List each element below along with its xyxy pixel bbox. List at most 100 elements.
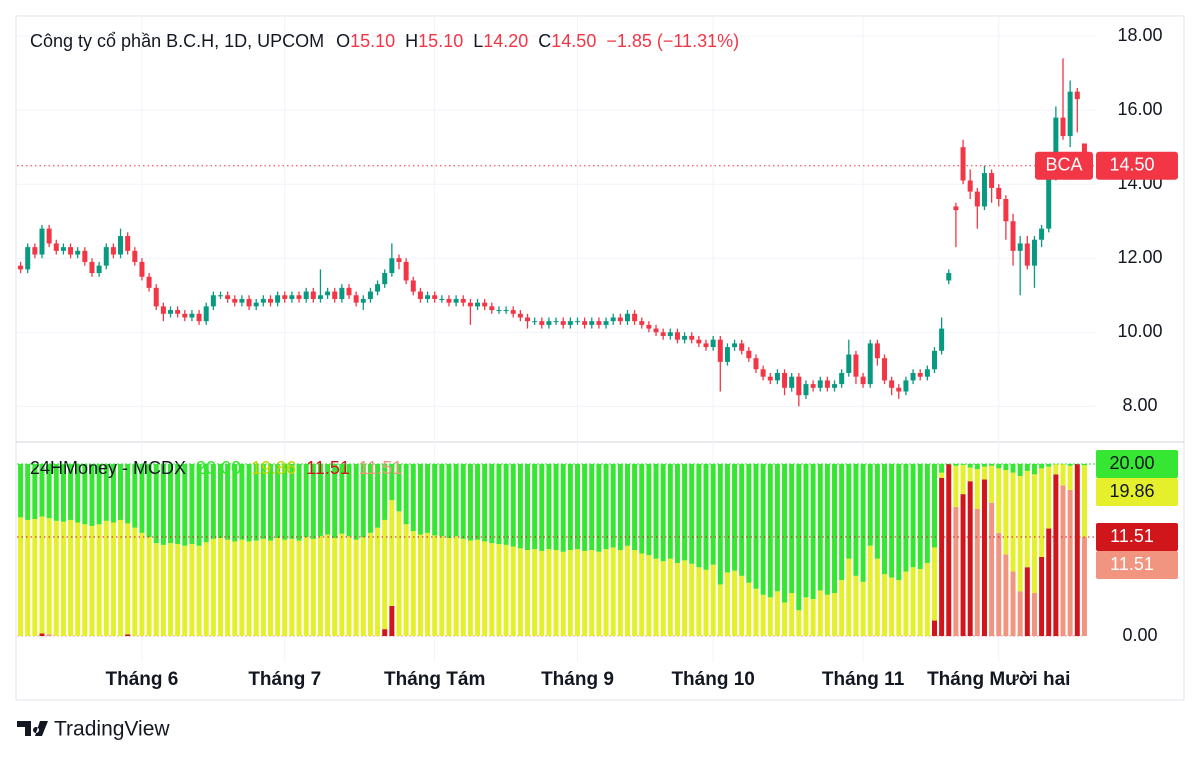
mcdx-bar: [1024, 567, 1030, 637]
mcdx-bar: [1067, 464, 1073, 466]
mcdx-bar: [1010, 464, 1016, 473]
candle-body: [732, 343, 738, 348]
mcdx-bar: [803, 464, 809, 598]
mcdx-bar: [624, 545, 630, 637]
candle-body: [267, 298, 273, 303]
mcdx-bar: [660, 464, 666, 562]
candle-body: [417, 291, 423, 299]
candle-body: [460, 298, 466, 303]
mcdx-bar: [874, 558, 880, 637]
candle-body: [853, 354, 859, 377]
mcdx-bar: [482, 464, 488, 542]
candle-body: [168, 310, 174, 314]
mcdx-bar: [917, 568, 923, 637]
candle-body: [446, 298, 452, 303]
mcdx-bar: [39, 464, 45, 517]
candle-body: [125, 236, 131, 251]
candle-body: [589, 321, 595, 325]
mcdx-bar: [453, 464, 459, 537]
mcdx-bar: [824, 464, 830, 595]
candle-body: [646, 324, 652, 329]
mcdx-bar: [18, 517, 24, 637]
candle-body: [139, 261, 145, 277]
indicator-value: 19.86: [251, 458, 296, 478]
candle-body: [889, 380, 895, 388]
candle-body: [239, 298, 245, 303]
candle-body: [896, 387, 902, 392]
candle-body: [132, 250, 138, 262]
mcdx-bar: [624, 464, 630, 546]
mcdx-bar: [96, 524, 102, 637]
candle-body: [175, 310, 181, 314]
mcdx-bar: [974, 469, 980, 509]
mcdx-bar: [931, 620, 937, 637]
mcdx-bar: [53, 464, 59, 521]
y-tick-label: 0.00: [1122, 625, 1157, 645]
mcdx-bar: [682, 464, 688, 561]
mcdx-bar: [475, 464, 481, 540]
mcdx-bar: [103, 464, 109, 521]
mcdx-bar: [39, 633, 45, 637]
value-tag: [1096, 551, 1178, 580]
x-tick-label: Tháng 11: [822, 669, 905, 690]
mcdx-bar: [924, 562, 930, 637]
candle-body: [517, 313, 523, 318]
mcdx-bar: [810, 599, 816, 637]
mcdx-bar: [810, 464, 816, 600]
mcdx-bar: [203, 542, 209, 637]
mcdx-bar: [610, 547, 616, 637]
mcdx-bar: [396, 464, 402, 512]
mcdx-bar: [974, 508, 980, 637]
mcdx-bar: [460, 538, 466, 637]
mcdx-bar: [960, 464, 966, 465]
mcdx-bar: [996, 532, 1002, 637]
mcdx-bar: [667, 558, 673, 637]
candle-body: [1017, 243, 1023, 251]
mcdx-bar: [332, 464, 338, 538]
candle-body: [989, 173, 995, 188]
candle-body: [246, 298, 252, 307]
candle-body: [767, 376, 773, 381]
mcdx-bar: [710, 564, 716, 637]
mcdx-bar: [789, 464, 795, 594]
mcdx-bar: [125, 634, 131, 637]
mcdx-bar: [1039, 556, 1045, 637]
mcdx-bar: [417, 464, 423, 535]
mcdx-bar: [1024, 470, 1030, 568]
mcdx-bar: [1046, 466, 1052, 529]
mcdx-bar: [582, 464, 588, 551]
mcdx-bar: [496, 544, 502, 637]
mcdx-bar: [260, 538, 266, 637]
mcdx-bar: [275, 537, 281, 637]
mcdx-bar: [1067, 489, 1073, 637]
candle-body: [682, 335, 688, 340]
candle-body: [946, 273, 952, 281]
x-tick-label: Tháng Tám: [384, 669, 485, 690]
mcdx-bar: [796, 464, 802, 611]
mcdx-bar: [889, 464, 895, 578]
mcdx-bar: [1074, 464, 1080, 637]
mcdx-bar: [753, 588, 759, 637]
mcdx-bar: [110, 464, 116, 523]
candle-body: [375, 284, 381, 292]
mcdx-bar: [160, 544, 166, 637]
mcdx-bar: [417, 534, 423, 637]
mcdx-bar: [375, 527, 381, 637]
mcdx-bar: [510, 464, 516, 547]
mcdx-bar: [410, 464, 416, 532]
candle-body: [360, 298, 366, 303]
mcdx-bar: [674, 464, 680, 563]
mcdx-bar: [446, 464, 452, 538]
footer-brand: TradingView: [54, 718, 170, 741]
mcdx-bar: [482, 541, 488, 637]
mcdx-bar: [517, 548, 523, 637]
candle-body: [232, 298, 238, 303]
candle-body: [653, 328, 659, 333]
mcdx-bar: [375, 464, 381, 528]
candle-body: [981, 173, 987, 207]
candle-body: [46, 228, 52, 244]
mcdx-bar: [389, 464, 395, 501]
mcdx-bar: [589, 550, 595, 637]
tradingview-logo: TradingView: [17, 718, 170, 741]
